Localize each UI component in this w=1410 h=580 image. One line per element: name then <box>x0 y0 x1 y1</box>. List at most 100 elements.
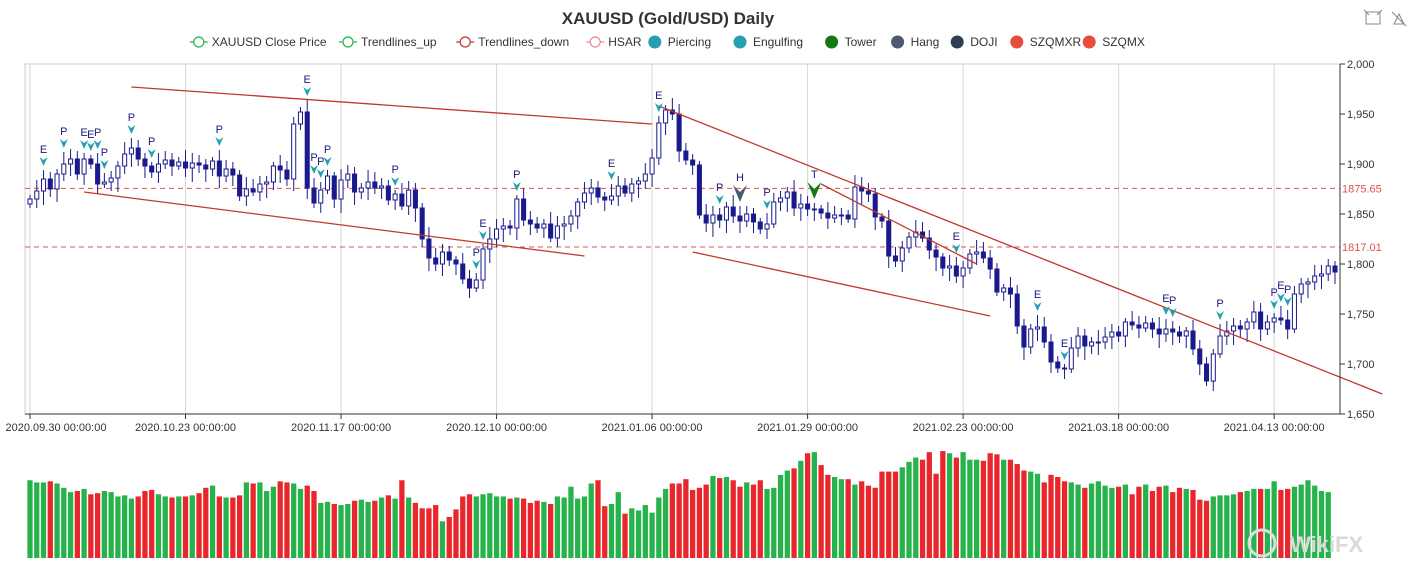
zoom-icon[interactable] <box>1363 9 1383 25</box>
candle <box>561 216 567 240</box>
candle-body <box>818 208 824 214</box>
candle <box>1048 334 1054 373</box>
legend-item[interactable]: SZQMX <box>1082 35 1145 49</box>
candle <box>622 178 628 197</box>
candle <box>669 98 675 120</box>
candle <box>737 206 743 233</box>
candle <box>243 177 249 206</box>
candle-body <box>1183 330 1189 337</box>
candle <box>324 170 331 194</box>
candle <box>1251 301 1257 329</box>
candle-body <box>879 216 885 222</box>
volume-bar <box>257 482 263 558</box>
candle-body <box>852 186 858 220</box>
volume-bar <box>1122 484 1129 558</box>
candle <box>1075 327 1081 357</box>
candle-body <box>1034 326 1041 330</box>
candle <box>196 155 202 173</box>
candle-body <box>196 162 202 166</box>
volume-bar <box>297 488 304 558</box>
candle <box>1068 337 1074 373</box>
legend-item[interactable]: SZQMXR <box>1010 35 1081 49</box>
signal-label: P <box>317 156 324 168</box>
legend-marker <box>459 36 471 48</box>
volume-bar <box>581 496 588 558</box>
trendline-down <box>131 86 653 125</box>
volume-bar <box>108 492 114 558</box>
signal-engulfing: E <box>303 74 312 96</box>
candle-body <box>1271 317 1277 323</box>
candle-body <box>1048 341 1054 363</box>
candle <box>1149 318 1155 338</box>
volume-bar <box>1244 491 1250 558</box>
volume-bar <box>1007 459 1014 558</box>
candle-body <box>636 180 642 185</box>
candle-body <box>74 158 80 175</box>
volume-bar <box>1312 485 1318 558</box>
legend-label: Piercing <box>668 35 711 49</box>
candle <box>710 206 716 237</box>
legend-label: DOJI <box>970 35 997 49</box>
candle-body <box>426 238 432 259</box>
legend-item[interactable]: Tower <box>825 35 877 49</box>
restore-icon[interactable] <box>1391 11 1407 27</box>
candle-body <box>1062 367 1068 370</box>
legend-item[interactable]: DOJI <box>950 35 998 49</box>
candle <box>588 179 594 205</box>
candle-body <box>95 163 101 185</box>
trendline-down <box>658 105 1383 395</box>
candle-body <box>757 221 763 230</box>
candle <box>460 253 466 284</box>
candle <box>906 232 912 253</box>
volume-bar <box>750 484 757 558</box>
legend-marker <box>950 35 964 49</box>
signal-piercing: P <box>512 169 521 191</box>
volume-bar <box>1264 488 1271 558</box>
candle-body <box>122 153 128 167</box>
signal-pin <box>147 149 156 158</box>
legend-item[interactable]: XAUUSD Close Price <box>189 35 327 49</box>
legend-label: Tower <box>845 35 877 49</box>
volume-bar <box>865 485 872 558</box>
volume-bar <box>142 491 148 558</box>
volume-bar <box>771 487 777 558</box>
x-tick-label: 2021.04.13 00:00:00 <box>1224 422 1325 434</box>
candle-body <box>1197 348 1203 365</box>
volume-bar <box>318 502 324 558</box>
candle-body <box>297 111 303 125</box>
candle <box>947 255 953 281</box>
volume-bar <box>1129 494 1135 558</box>
volume-bar <box>1257 488 1264 558</box>
candle-body <box>399 193 405 207</box>
volume-bar <box>703 484 709 558</box>
volume-bar <box>1149 491 1156 558</box>
candle <box>744 206 750 227</box>
legend-item[interactable]: Trendlines_up <box>339 35 437 49</box>
hsar-levels: 1875.65 1817.01 <box>25 183 1382 254</box>
volume-bar <box>433 505 439 558</box>
volume-bar <box>520 498 527 558</box>
legend-item[interactable]: Engulfing <box>733 35 804 49</box>
signal-piercing: P <box>1270 287 1279 309</box>
legend-item[interactable]: Hang <box>891 35 939 49</box>
signal-label: E <box>953 231 960 243</box>
candle-body <box>419 207 425 240</box>
signal-piercing: P <box>316 156 325 178</box>
candle <box>101 173 107 188</box>
volume-bar <box>662 488 669 558</box>
candle <box>487 227 493 263</box>
candle <box>974 240 980 265</box>
volume-bar <box>757 480 763 558</box>
signal-piercing: P <box>763 187 772 209</box>
signal-pin <box>391 177 400 186</box>
legend-item[interactable]: Trendlines_down <box>456 35 569 49</box>
legend-item[interactable]: HSAR <box>586 35 642 49</box>
signal-label: P <box>473 247 480 259</box>
candle-body <box>500 225 506 230</box>
x-tick-label: 2021.01.29 00:00:00 <box>757 422 858 434</box>
candle <box>1055 356 1061 373</box>
legend-item[interactable]: Piercing <box>648 35 711 49</box>
volume-bar <box>243 482 250 558</box>
signal-piercing: P <box>100 147 109 169</box>
